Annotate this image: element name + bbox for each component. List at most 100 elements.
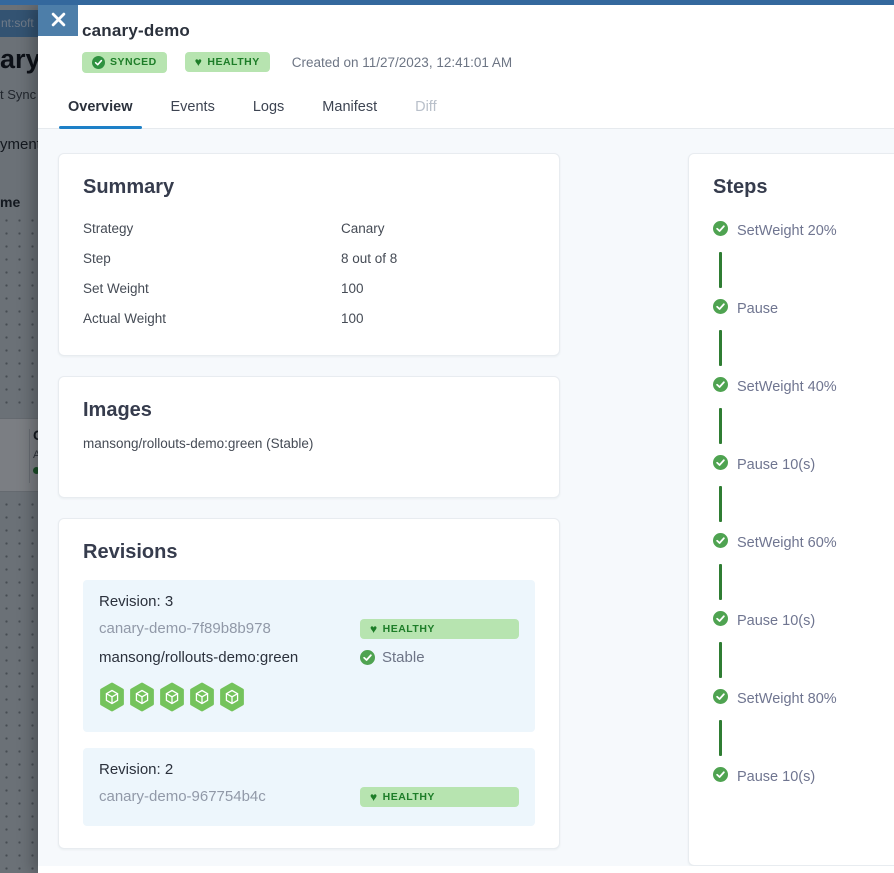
close-button[interactable]	[38, 5, 78, 36]
pod-icon	[219, 682, 245, 717]
revision-image-row: mansong/rollouts-demo:green Stable	[99, 643, 519, 672]
tab-logs[interactable]: Logs	[251, 93, 286, 128]
check-circle-icon	[713, 533, 728, 553]
step-label: SetWeight 60%	[737, 535, 837, 551]
images-list: mansong/rollouts-demo:green (Stable)	[83, 436, 535, 451]
summary-row-value: 100	[341, 280, 364, 296]
check-circle-icon	[713, 221, 728, 241]
revision-replicaset-row: canary-demo-967754b4c ♥ HEALTHY	[99, 782, 519, 811]
step-connector	[719, 564, 722, 600]
steps-card: Steps SetWeight 20% Pause SetWeight 40% Pau…	[688, 153, 894, 866]
health-status-label: HEALTHY	[382, 622, 435, 635]
summary-row-value: 100	[341, 310, 364, 326]
check-circle-icon	[713, 533, 728, 548]
health-status-badge: ♥ HEALTHY	[184, 52, 270, 72]
step-item: Pause 10(s)	[713, 611, 894, 631]
step-connector	[719, 642, 722, 678]
step-label: Pause 10(s)	[737, 613, 816, 629]
check-circle-icon	[713, 455, 728, 475]
created-timestamp: Created on 11/27/2023, 12:41:01 AM	[291, 54, 513, 70]
revision-image: mansong/rollouts-demo:green	[99, 649, 299, 666]
tab-manifest[interactable]: Manifest	[320, 93, 379, 128]
health-status-badge: ♥ HEALTHY	[360, 786, 519, 807]
summary-row: Strategy Canary	[83, 213, 535, 243]
sync-status-badge: SYNCED	[82, 51, 167, 73]
summary-title: Summary	[83, 176, 175, 198]
check-circle-icon	[713, 377, 728, 397]
step-label: Pause 10(s)	[737, 769, 816, 785]
summary-row: Set Weight 100	[83, 273, 535, 303]
cards-column: Summary Strategy Canary Step 8 out of 8 Set …	[58, 153, 560, 849]
step-connector	[719, 720, 722, 756]
image-item: mansong/rollouts-demo:green (Stable)	[83, 436, 314, 451]
step-item: Pause	[713, 299, 894, 319]
tab-diff: Diff	[413, 93, 439, 128]
check-circle-icon	[713, 455, 728, 470]
images-title: Images	[83, 399, 152, 421]
check-circle-icon	[713, 221, 728, 236]
health-status-badge: ♥ HEALTHY	[360, 618, 519, 639]
heart-icon: ♥	[370, 621, 378, 636]
check-circle-icon	[713, 767, 728, 787]
replicaset-name: canary-demo-7f89b8b978	[99, 620, 271, 637]
step-label: SetWeight 80%	[737, 691, 837, 707]
check-circle-icon	[713, 689, 728, 704]
check-circle-icon	[360, 650, 375, 665]
step-connector	[719, 330, 722, 366]
check-circle-icon	[713, 299, 728, 319]
summary-row-label: Step	[83, 250, 111, 266]
revision-name: Revision: 2	[99, 761, 174, 778]
pod-icon	[190, 682, 214, 712]
rollout-detail-panel: canary-demo SYNCED ♥ HEALTHY Created on …	[38, 5, 894, 873]
pod-icon	[159, 682, 185, 717]
check-circle-icon	[713, 611, 728, 626]
summary-card: Summary Strategy Canary Step 8 out of 8 Set …	[58, 153, 560, 356]
tab-overview[interactable]: Overview	[59, 93, 141, 129]
step-label: SetWeight 20%	[737, 223, 837, 239]
step-connector	[719, 408, 722, 444]
replicaset-name: canary-demo-967754b4c	[99, 788, 266, 805]
pod-icon	[160, 682, 184, 712]
stable-indicator: Stable	[360, 649, 519, 666]
summary-row: Actual Weight 100	[83, 303, 535, 333]
pod-icon	[189, 682, 215, 717]
heart-icon: ♥	[370, 789, 378, 804]
panel-header: canary-demo SYNCED ♥ HEALTHY Created on …	[38, 5, 894, 73]
panel-content: Summary Strategy Canary Step 8 out of 8 Set …	[38, 129, 894, 866]
summary-row-value: Canary	[341, 220, 385, 236]
step-label: SetWeight 40%	[737, 379, 837, 395]
heart-icon: ♥	[194, 55, 203, 69]
status-row: SYNCED ♥ HEALTHY Created on 11/27/2023, …	[82, 51, 894, 73]
step-item: SetWeight 80%	[713, 689, 894, 709]
summary-row-label: Strategy	[83, 220, 134, 236]
images-card: Images mansong/rollouts-demo:green (Stab…	[58, 376, 560, 498]
tab-bar: Overview Events Logs Manifest Diff	[38, 93, 894, 129]
page-title: canary-demo	[82, 21, 191, 40]
step-item: SetWeight 20%	[713, 221, 894, 241]
check-circle-icon	[713, 611, 728, 631]
step-item: SetWeight 60%	[713, 533, 894, 553]
revision-block: Revision: 3 canary-demo-7f89b8b978 ♥ HEALTH…	[83, 580, 535, 732]
revision-replicaset-row: canary-demo-7f89b8b978 ♥ HEALTHY	[99, 614, 519, 643]
stable-label: Stable	[382, 649, 425, 666]
summary-row: Step 8 out of 8	[83, 243, 535, 273]
health-status-label: HEALTHY	[207, 56, 260, 68]
sync-status-label: SYNCED	[110, 56, 157, 68]
background-page: nt:soft ary- t Sync yment me Ca Ap	[0, 0, 38, 873]
step-label: Pause	[737, 301, 779, 317]
pod-icon	[129, 682, 155, 717]
backdrop-overlay[interactable]	[0, 0, 38, 873]
step-item: Pause 10(s)	[713, 455, 894, 475]
step-connector	[719, 486, 722, 522]
revisions-card: Revisions Revision: 3 canary-demo-7f89b8b…	[58, 518, 560, 849]
step-item: SetWeight 40%	[713, 377, 894, 397]
revisions-title: Revisions	[83, 541, 178, 563]
pod-icon	[100, 682, 124, 712]
check-circle-icon	[92, 55, 105, 69]
check-circle-icon	[713, 767, 728, 782]
check-circle-icon	[713, 377, 728, 392]
summary-row-label: Actual Weight	[83, 310, 167, 326]
panel-top-accent	[0, 0, 894, 5]
summary-row-label: Set Weight	[83, 280, 149, 296]
tab-events[interactable]: Events	[169, 93, 217, 128]
